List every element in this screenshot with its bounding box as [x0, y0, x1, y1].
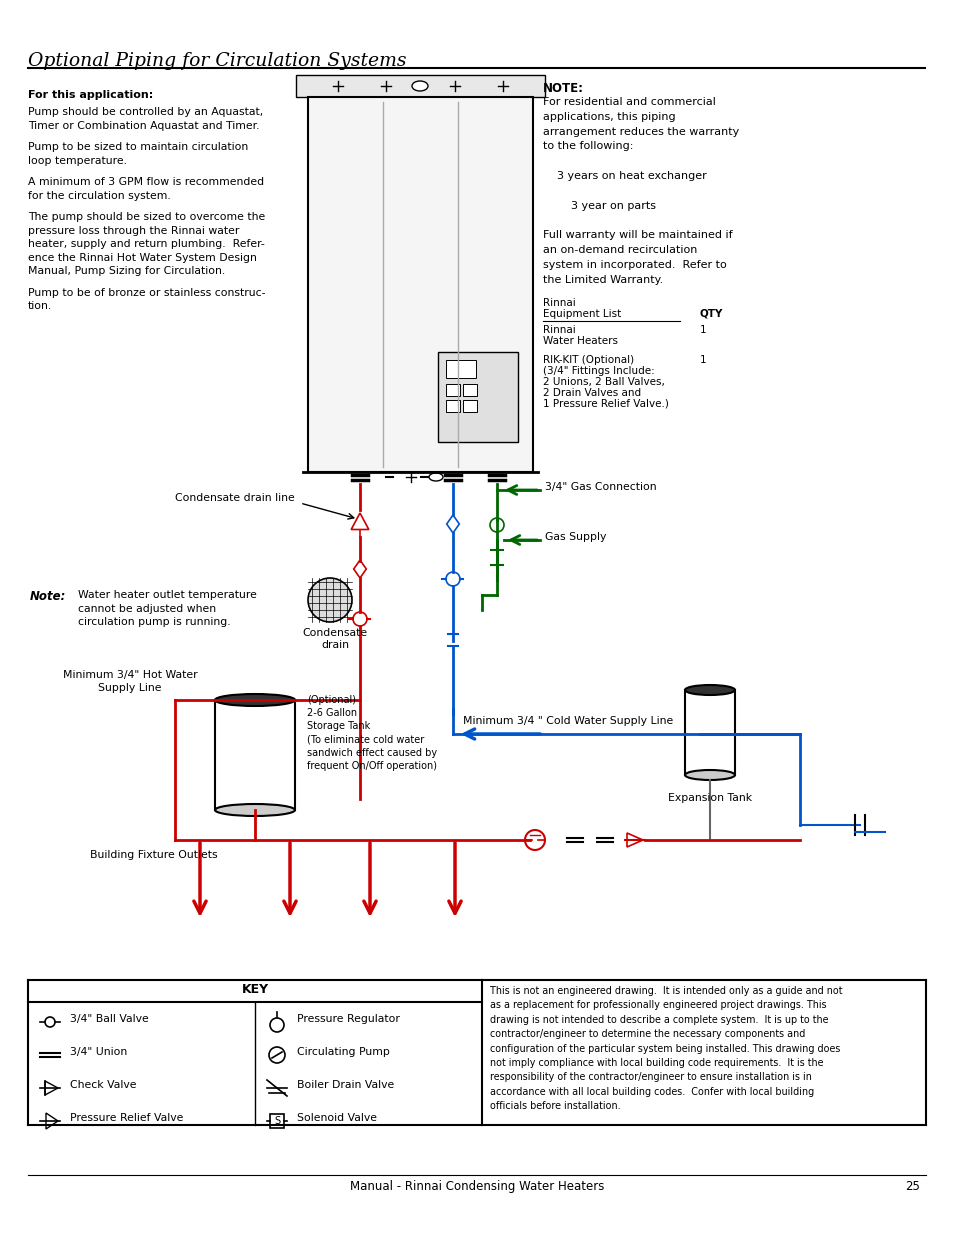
- Text: Condensate drain line: Condensate drain line: [174, 493, 294, 503]
- Text: RIK-KIT (Optional): RIK-KIT (Optional): [542, 354, 634, 366]
- Text: For this application:: For this application:: [28, 90, 153, 100]
- Circle shape: [308, 578, 352, 622]
- Text: 2 Drain Valves and: 2 Drain Valves and: [542, 388, 640, 398]
- Text: 3/4" Gas Connection: 3/4" Gas Connection: [544, 482, 656, 492]
- Text: Rinnai: Rinnai: [542, 298, 576, 308]
- Text: Water heater outlet temperature
cannot be adjusted when
circulation pump is runn: Water heater outlet temperature cannot b…: [78, 590, 256, 627]
- Text: Expansion Tank: Expansion Tank: [667, 793, 751, 803]
- Ellipse shape: [412, 82, 428, 91]
- Circle shape: [308, 578, 352, 622]
- Text: 1: 1: [700, 354, 706, 366]
- Polygon shape: [626, 832, 642, 847]
- Text: (3/4" Fittings Include:: (3/4" Fittings Include:: [542, 366, 654, 375]
- Text: The pump should be sized to overcome the
pressure loss through the Rinnai water
: The pump should be sized to overcome the…: [28, 212, 265, 277]
- Polygon shape: [45, 1081, 58, 1095]
- Bar: [214, 700, 294, 810]
- Text: Pump to be sized to maintain circulation
loop temperature.: Pump to be sized to maintain circulation…: [28, 142, 248, 165]
- Text: QTY: QTY: [700, 309, 722, 319]
- Text: 3/4" Union: 3/4" Union: [70, 1047, 127, 1057]
- Text: 3/4" Ball Valve: 3/4" Ball Valve: [70, 1014, 149, 1024]
- Text: 1 Pressure Relief Valve.): 1 Pressure Relief Valve.): [542, 399, 668, 409]
- Polygon shape: [351, 513, 369, 530]
- Text: S: S: [274, 1116, 280, 1126]
- Text: Pump should be controlled by an Aquastat,
Timer or Combination Aquastat and Time: Pump should be controlled by an Aquastat…: [28, 107, 263, 131]
- Ellipse shape: [214, 694, 294, 706]
- Text: Equipment List: Equipment List: [542, 309, 620, 319]
- Polygon shape: [446, 515, 458, 534]
- Circle shape: [269, 1047, 285, 1063]
- Bar: [446, 359, 476, 378]
- Text: Optional Piping for Circulation Systems: Optional Piping for Circulation Systems: [28, 52, 406, 70]
- Text: Pump to be of bronze or stainless construc-
tion.: Pump to be of bronze or stainless constr…: [28, 288, 265, 311]
- Polygon shape: [46, 1113, 58, 1129]
- Text: Minimum 3/4 " Cold Water Supply Line: Minimum 3/4 " Cold Water Supply Line: [462, 716, 673, 726]
- Circle shape: [45, 1016, 55, 1028]
- Text: Note:: Note:: [30, 590, 67, 603]
- Circle shape: [270, 1018, 284, 1032]
- Ellipse shape: [684, 769, 734, 781]
- Polygon shape: [354, 559, 366, 578]
- Text: Boiler Drain Valve: Boiler Drain Valve: [296, 1079, 394, 1091]
- Text: NOTE:: NOTE:: [542, 82, 583, 95]
- Bar: [446, 384, 459, 396]
- Circle shape: [446, 572, 459, 585]
- Text: 25: 25: [904, 1179, 919, 1193]
- Circle shape: [353, 613, 367, 626]
- Text: Pressure Regulator: Pressure Regulator: [296, 1014, 399, 1024]
- Bar: [270, 1114, 284, 1128]
- Text: Condensate
drain: Condensate drain: [302, 629, 367, 650]
- Ellipse shape: [429, 473, 442, 480]
- Text: Water Heaters: Water Heaters: [542, 336, 618, 346]
- Text: Gas Supply: Gas Supply: [544, 532, 606, 542]
- Text: Manual - Rinnai Condensing Water Heaters: Manual - Rinnai Condensing Water Heaters: [350, 1179, 603, 1193]
- Circle shape: [524, 830, 544, 850]
- Ellipse shape: [214, 804, 294, 816]
- Text: Pressure Relief Valve: Pressure Relief Valve: [70, 1113, 183, 1123]
- Ellipse shape: [684, 685, 734, 695]
- Bar: [462, 400, 476, 412]
- Text: Rinnai: Rinnai: [542, 325, 576, 335]
- Text: This is not an engineered drawing.  It is intended only as a guide and not
as a : This is not an engineered drawing. It is…: [490, 986, 841, 1112]
- Text: Building Fixture Outlets: Building Fixture Outlets: [90, 850, 217, 860]
- Text: Check Valve: Check Valve: [70, 1079, 136, 1091]
- Text: 2 Unions, 2 Ball Valves,: 2 Unions, 2 Ball Valves,: [542, 377, 664, 387]
- Bar: [462, 384, 476, 396]
- Bar: [684, 690, 734, 776]
- Text: For residential and commercial
applications, this piping
arrangement reduces the: For residential and commercial applicati…: [542, 98, 739, 284]
- Bar: [308, 98, 533, 472]
- Bar: [295, 75, 544, 98]
- Text: Minimum 3/4" Hot Water
Supply Line: Minimum 3/4" Hot Water Supply Line: [63, 671, 197, 693]
- Text: Solenoid Valve: Solenoid Valve: [296, 1113, 376, 1123]
- Bar: [437, 352, 517, 442]
- Bar: [446, 400, 459, 412]
- Text: KEY: KEY: [241, 983, 269, 995]
- Circle shape: [490, 517, 503, 532]
- Text: (Optional)
2-6 Gallon
Storage Tank
(To eliminate cold water
sandwich effect caus: (Optional) 2-6 Gallon Storage Tank (To e…: [307, 695, 436, 771]
- Text: A minimum of 3 GPM flow is recommended
for the circulation system.: A minimum of 3 GPM flow is recommended f…: [28, 177, 264, 200]
- Text: Circulating Pump: Circulating Pump: [296, 1047, 390, 1057]
- Text: 1: 1: [700, 325, 706, 335]
